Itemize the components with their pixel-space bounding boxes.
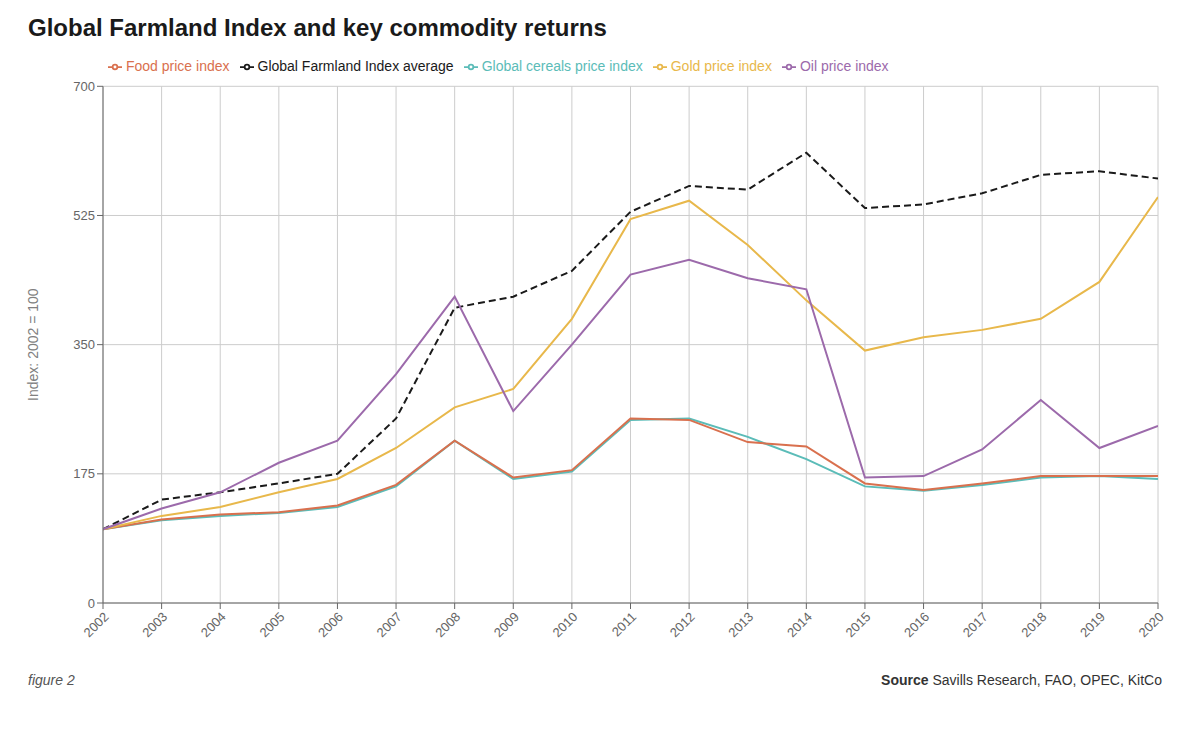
svg-text:350: 350 [73, 337, 95, 352]
svg-text:525: 525 [73, 208, 95, 223]
svg-text:175: 175 [73, 466, 95, 481]
svg-text:2019: 2019 [1077, 609, 1108, 640]
svg-text:2015: 2015 [843, 609, 874, 640]
html-text:Oil price index: Oil price index [799, 58, 889, 74]
svg-text:2016: 2016 [901, 609, 932, 640]
svg-text:2006: 2006 [315, 609, 346, 640]
svg-text:2002: 2002 [81, 609, 112, 640]
svg-text:700: 700 [73, 79, 95, 94]
svg-text:2013: 2013 [725, 609, 756, 640]
html-text:Global cereals price index: Global cereals price index [481, 58, 643, 74]
html-text:Food price index: Food price index [126, 58, 230, 74]
svg-text:2018: 2018 [1018, 609, 1049, 640]
svg-text:0: 0 [88, 596, 95, 611]
svg-text:2003: 2003 [139, 609, 170, 640]
html-text:figure 2: figure 2 [28, 672, 75, 688]
svg-text:2011: 2011 [609, 609, 639, 639]
svg-text:2014: 2014 [784, 609, 815, 640]
svg-text:Index: 2002 = 100: Index: 2002 = 100 [25, 288, 41, 401]
svg-text:2020: 2020 [1136, 609, 1167, 640]
svg-text:2009: 2009 [491, 609, 522, 640]
html-text:Global Farmland Index and key: Global Farmland Index and key commodity … [28, 14, 607, 41]
html-text:Global Farmland Index average: Global Farmland Index average [257, 58, 454, 74]
html-text:Gold price index: Gold price index [670, 58, 772, 74]
svg-text:2010: 2010 [549, 609, 580, 640]
svg-text:2012: 2012 [667, 609, 698, 640]
html-text:Source Savills Research, FAO,: Source Savills Research, FAO, OPEC, KitC… [881, 672, 1162, 688]
svg-text:2004: 2004 [198, 609, 229, 640]
svg-text:2008: 2008 [432, 609, 463, 640]
svg-text:2007: 2007 [374, 609, 405, 640]
svg-text:2017: 2017 [960, 609, 991, 640]
svg-text:2005: 2005 [256, 609, 287, 640]
